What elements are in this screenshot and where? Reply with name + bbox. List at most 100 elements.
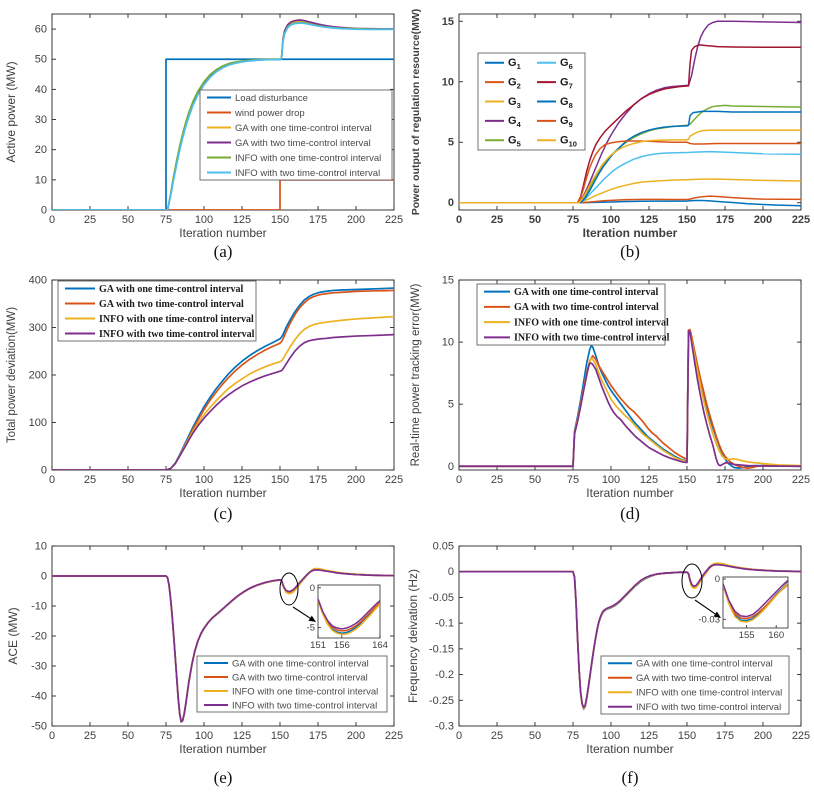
x-tick-label: 175 [716, 474, 734, 486]
series-group [459, 328, 801, 469]
series-line [318, 598, 380, 630]
panel-b: 0 25 50 75 100 125 150 175 200 225 0 5 10 15 Iteration… [407, 0, 814, 266]
x-tick-label: 100 [602, 474, 620, 486]
series-group [52, 287, 394, 470]
legend-label: INFO with two time-control interval [235, 168, 380, 179]
caption-a: (a) [213, 242, 233, 261]
legend-label: INFO with one time-control interval [514, 317, 669, 328]
caption-c: (c) [213, 504, 233, 523]
x-tick-label: 200 [347, 730, 365, 742]
x-tick-label: 50 [122, 214, 134, 226]
y-tick-label: 40 [35, 84, 47, 96]
y-tick-label: 15 [442, 275, 454, 287]
chart-active-power: 0 25 50 75 100 125 150 175 200 225 0 10 20 30 40 50 60 It… [4, 13, 403, 240]
x-tick-label: 125 [233, 730, 251, 742]
x-axis-title: Iteration number [586, 742, 673, 756]
x-tick-label: 200 [347, 214, 365, 226]
x-tick-label: 175 [716, 214, 734, 226]
x-tick-label: 100 [195, 474, 213, 486]
y-tick-label: -40 [31, 691, 47, 703]
x-tick-label: 225 [385, 214, 403, 226]
x-axis-title: Iteration number [179, 486, 266, 500]
y-tick-label: -0.2 [435, 669, 454, 681]
x-tick-label: 150 [678, 474, 696, 486]
x-tick-label: 25 [491, 214, 503, 226]
legend-label: GA with two time-control interval [99, 299, 244, 310]
inset-x-tick-label: 155 [739, 630, 755, 641]
legend-box [196, 655, 388, 713]
y-tick-label: 0 [41, 571, 47, 583]
axes: 0 25 50 75 100 125 150 175 200 225 0 100 200 300 400 It… [6, 275, 403, 501]
x-tick-label: 125 [233, 214, 251, 226]
y-tick-label: 0 [41, 205, 47, 217]
series-info-with-two-time-control-interval [459, 330, 801, 468]
legend-label: GA with one time-control interval [99, 284, 243, 295]
legend-label: GA with two time-control interval [514, 302, 659, 313]
x-tick-label: 25 [491, 730, 503, 742]
legend: GA with one time-control interval GA with… [57, 280, 257, 342]
inset-box [722, 576, 789, 629]
x-tick-label: 25 [84, 474, 96, 486]
axes-box [458, 279, 802, 471]
zoom-annotation [681, 563, 721, 618]
x-tick-label: 100 [195, 730, 213, 742]
annotation-arrow-line [292, 606, 313, 621]
y-tick-label: 10 [442, 76, 454, 88]
series-g-9 [459, 140, 801, 204]
x-tick-label: 75 [160, 730, 172, 742]
inset-y-tick-label: -0.03 [698, 614, 720, 625]
y-tick-label: 5 [448, 137, 454, 149]
caption-b: (b) [620, 242, 640, 261]
x-tick-label: 0 [49, 474, 55, 486]
x-tick-label: 175 [309, 730, 327, 742]
inset-y-tick-label: 0 [715, 574, 720, 585]
y-tick-label: 15 [442, 16, 454, 28]
legend-label: GA with one time-control interval [514, 287, 658, 298]
x-tick-label: 150 [271, 730, 289, 742]
x-tick-label: 200 [347, 474, 365, 486]
annotation-arrow-line [694, 599, 719, 617]
inset-axes: 155 160 0 -0.03 [698, 574, 789, 641]
caption-d: (d) [620, 504, 640, 523]
legend-label: INFO with one time-control interval [232, 686, 378, 697]
caption-f: (f) [621, 768, 639, 787]
y-tick-label: 0 [448, 566, 454, 578]
x-tick-label: 25 [84, 214, 96, 226]
x-tick-label: 50 [529, 474, 541, 486]
x-tick-label: 50 [529, 730, 541, 742]
y-axis-title: Total power deviation(MW) [6, 307, 18, 443]
series-line [318, 600, 380, 636]
y-tick-label: 30 [35, 114, 47, 126]
x-tick-label: 50 [529, 214, 541, 226]
legend: Load disturbance wind power drop GA with o… [199, 89, 393, 181]
series-ga-with-two-time-control-interval [459, 328, 801, 469]
axes-box [458, 545, 802, 727]
legend: GA with one time-control interval GA with… [476, 283, 670, 346]
series-g-4 [459, 20, 801, 204]
y-tick-label: -30 [31, 661, 47, 673]
y-tick-label: 0 [448, 461, 454, 473]
y-axis-title: ACE (MW) [6, 607, 20, 664]
legend-label: GA with two time-control interval [636, 673, 772, 684]
annotation-arrow-head [308, 615, 316, 622]
chart-regulation-output: 0 25 50 75 100 125 150 175 200 225 0 5 10 15 Iteration… [410, 9, 810, 240]
x-tick-label: 150 [271, 474, 289, 486]
series-g-8 [459, 110, 801, 204]
y-tick-label: 50 [35, 54, 47, 66]
x-tick-label: 175 [716, 730, 734, 742]
x-tick-label: 75 [567, 214, 579, 226]
x-tick-label: 225 [385, 474, 403, 486]
x-tick-label: 25 [84, 730, 96, 742]
x-tick-label: 50 [122, 474, 134, 486]
series-g-10 [459, 129, 801, 204]
y-tick-label: -0.15 [429, 643, 454, 655]
x-tick-label: 125 [640, 730, 658, 742]
series-line [723, 582, 788, 623]
x-tick-label: 225 [792, 730, 810, 742]
legend-label: wind power drop [234, 108, 305, 119]
y-tick-label: 60 [35, 24, 47, 36]
y-tick-label: 5 [448, 399, 454, 411]
panel-f: 0 25 50 75 100 125 150 175 200 225 -0.3 -0.25 -0.2 -0… [407, 532, 814, 798]
x-tick-label: 75 [567, 474, 579, 486]
